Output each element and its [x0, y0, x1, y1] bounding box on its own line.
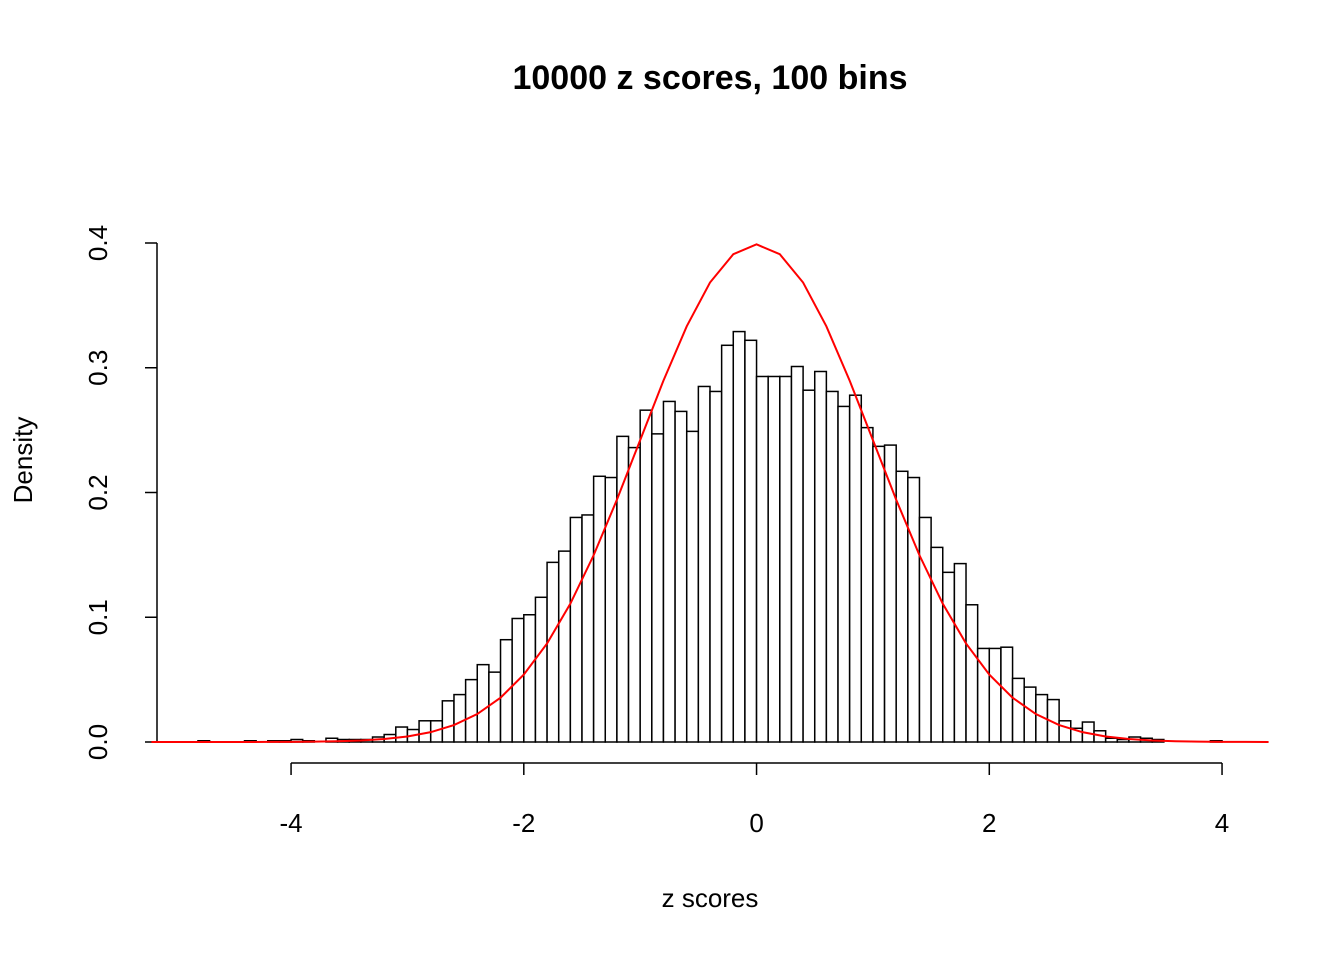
bar: [1011, 677, 1025, 743]
bar: [732, 330, 746, 743]
bar: [755, 375, 769, 743]
bar: [395, 726, 409, 743]
chart-title: 10000 z scores, 100 bins: [512, 59, 907, 97]
bar: [813, 370, 828, 743]
bar: [464, 678, 479, 743]
bar: [825, 390, 839, 743]
x-axis-label: z scores: [662, 883, 759, 913]
bar: [1023, 686, 1037, 743]
bar: [557, 550, 572, 743]
bar: [627, 446, 641, 743]
bar: [651, 433, 665, 743]
bar: [709, 390, 723, 743]
bar: [918, 516, 932, 743]
density-curve: [151, 243, 1269, 743]
bar: [534, 596, 548, 743]
bar: [441, 700, 455, 743]
x-tick-label: -2: [512, 808, 535, 838]
bar: [953, 562, 967, 743]
bar: [639, 409, 653, 743]
bar: [779, 375, 793, 743]
bar: [930, 546, 944, 743]
bar: [1058, 720, 1072, 743]
bar: [523, 614, 537, 743]
y-axis-label: Density: [8, 417, 38, 504]
bar: [476, 663, 490, 743]
bar: [546, 561, 560, 743]
bar: [674, 410, 688, 743]
bar: [662, 400, 676, 743]
bar: [907, 476, 921, 743]
y-tick-label: 0.1: [83, 599, 113, 635]
bar: [941, 571, 956, 743]
bar: [697, 385, 711, 743]
bar: [860, 426, 874, 743]
y-tick-label: 0.4: [83, 225, 113, 261]
bar: [604, 476, 618, 743]
bar: [685, 430, 700, 743]
bar: [1116, 738, 1130, 743]
bar: [767, 375, 781, 743]
bar: [837, 405, 851, 743]
bar: [418, 720, 432, 743]
x-tick-label: -4: [279, 808, 302, 838]
bar: [848, 394, 863, 743]
bar: [802, 389, 816, 743]
y-tick-label: 0.2: [83, 474, 113, 510]
bar: [488, 671, 502, 743]
bar: [453, 693, 467, 743]
bar: [988, 647, 1002, 743]
bar: [1104, 737, 1119, 743]
bar: [883, 444, 897, 743]
y-tick-label: 0.0: [83, 724, 113, 760]
x-tick-label: 4: [1215, 808, 1229, 838]
bar: [569, 516, 583, 743]
bar: [581, 514, 595, 743]
y-tick-label: 0.3: [83, 350, 113, 386]
bar: [592, 475, 607, 743]
x-tick-label: 2: [982, 808, 996, 838]
x-tick-label: 0: [749, 808, 763, 838]
bar: [965, 604, 979, 743]
bar: [744, 339, 758, 743]
bar: [790, 365, 804, 743]
bar: [720, 344, 735, 743]
bar: [872, 445, 886, 743]
